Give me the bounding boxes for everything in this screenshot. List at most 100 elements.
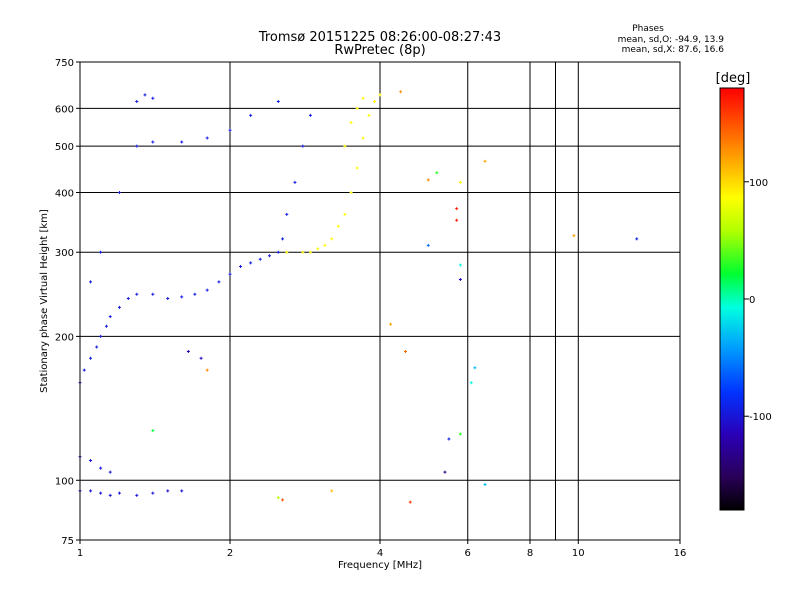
trace-point-x xyxy=(349,190,353,194)
scatter-point xyxy=(447,437,451,441)
trace-point-o xyxy=(126,297,130,301)
y-tick-label: 100 xyxy=(55,476,74,487)
scatter-point xyxy=(469,381,473,385)
scatter-point xyxy=(635,237,639,241)
scatter-point xyxy=(199,356,203,360)
scatter-point xyxy=(426,243,430,247)
trace-point-o xyxy=(166,297,170,301)
trace-point-x xyxy=(361,96,365,100)
trace-point-e xyxy=(166,489,170,493)
x-tick-label: 1 xyxy=(77,548,83,559)
trace-point-o xyxy=(239,265,243,269)
trace-point-o xyxy=(285,212,289,216)
y-tick-label: 500 xyxy=(55,142,74,153)
trace-point-e xyxy=(108,470,112,474)
trace-point-o xyxy=(89,280,93,284)
x-tick-label: 10 xyxy=(572,548,585,559)
trace-point-o xyxy=(143,93,147,97)
x-tick-label: 2 xyxy=(227,548,233,559)
trace-point-x xyxy=(361,136,365,140)
trace-point-x xyxy=(349,121,353,125)
scatter-point xyxy=(455,207,459,211)
phase-stats-x: mean, sd,X: 87.6, 16.6 xyxy=(622,45,725,55)
scatter-point xyxy=(473,366,477,370)
trace-point-o xyxy=(205,288,209,292)
scatter-point xyxy=(281,498,285,502)
scatter-point xyxy=(458,180,462,184)
trace-point-o xyxy=(228,128,232,132)
colorbar-tick-label: 0 xyxy=(749,295,755,306)
trace-point-x xyxy=(355,166,359,170)
scatter-point xyxy=(458,432,462,436)
trace-point-o xyxy=(117,305,121,309)
trace-point-o xyxy=(193,292,197,296)
colorbar-tick-label: 100 xyxy=(749,178,768,189)
trace-point-o xyxy=(249,113,253,117)
trace-point-o xyxy=(135,144,139,148)
y-tick-label: 75 xyxy=(61,536,74,547)
trace-point-e xyxy=(180,489,184,493)
scatter-point xyxy=(151,429,155,433)
trace-point-x xyxy=(355,106,359,110)
trace-point-e xyxy=(89,458,93,462)
chart-title: Tromsø 20151225 08:26:00-08:27:43 xyxy=(258,30,501,45)
plot-grid xyxy=(80,62,680,540)
colorbar xyxy=(719,87,745,511)
trace-point-e xyxy=(135,493,139,497)
trace-point-x xyxy=(330,237,334,241)
trace-point-o xyxy=(82,368,86,372)
trace-point-o xyxy=(99,334,103,338)
chart-subtitle: RwPretec (8p) xyxy=(334,43,425,58)
scatter-point xyxy=(435,171,439,175)
trace-point-o xyxy=(151,292,155,296)
x-axis-ticks: 1 2 4 6 8 10 16 xyxy=(77,540,686,559)
trace-point-x xyxy=(367,113,371,117)
trace-point-o xyxy=(308,113,312,117)
trace-point-x xyxy=(301,250,305,254)
trace-point-e xyxy=(99,491,103,495)
trace-point-o xyxy=(180,295,184,299)
trace-point-x xyxy=(343,144,347,148)
trace-point-o xyxy=(249,261,253,265)
scatter-point xyxy=(389,322,393,326)
scatter-point xyxy=(443,470,447,474)
y-axis-label: Stationary phase Virtual Height [km] xyxy=(39,209,50,393)
trace-point-o xyxy=(135,292,139,296)
scatter-point xyxy=(572,234,576,238)
scatter-point xyxy=(399,90,403,94)
trace-point-o xyxy=(276,250,280,254)
trace-point-e xyxy=(89,489,93,493)
trace-point-x xyxy=(343,212,347,216)
trace-point-x xyxy=(316,247,320,251)
trace-point-o xyxy=(267,254,271,258)
trace-point-o xyxy=(117,190,121,194)
trace-point-o xyxy=(108,315,112,319)
x-axis-label: Frequency [MHz] xyxy=(338,560,422,571)
trace-point-o xyxy=(205,136,209,140)
scatter-point xyxy=(426,178,430,182)
trace-point-o xyxy=(281,237,285,241)
trace-point-o xyxy=(180,140,184,144)
trace-point-o xyxy=(151,140,155,144)
x-tick-label: 6 xyxy=(465,548,471,559)
trace-point-e xyxy=(108,493,112,497)
trace-point-o xyxy=(104,324,108,328)
y-tick-label: 750 xyxy=(55,58,74,69)
x-tick-label: 8 xyxy=(527,548,533,559)
x-tick-label: 4 xyxy=(377,548,383,559)
trace-point-o xyxy=(301,144,305,148)
phase-stats-o: mean, sd,O: -94.9, 13.9 xyxy=(618,35,725,45)
scatter-point xyxy=(455,218,459,222)
scatter-point xyxy=(408,500,412,504)
trace-point-x xyxy=(285,250,289,254)
scatter-point xyxy=(483,482,487,486)
trace-point-o xyxy=(99,250,103,254)
scatter-point xyxy=(186,349,190,353)
trace-point-e xyxy=(151,491,155,495)
y-tick-label: 300 xyxy=(55,248,74,259)
scatter-point xyxy=(403,349,407,353)
trace-point-e xyxy=(99,466,103,470)
scatter-point xyxy=(276,496,280,500)
y-tick-label: 200 xyxy=(55,332,74,343)
